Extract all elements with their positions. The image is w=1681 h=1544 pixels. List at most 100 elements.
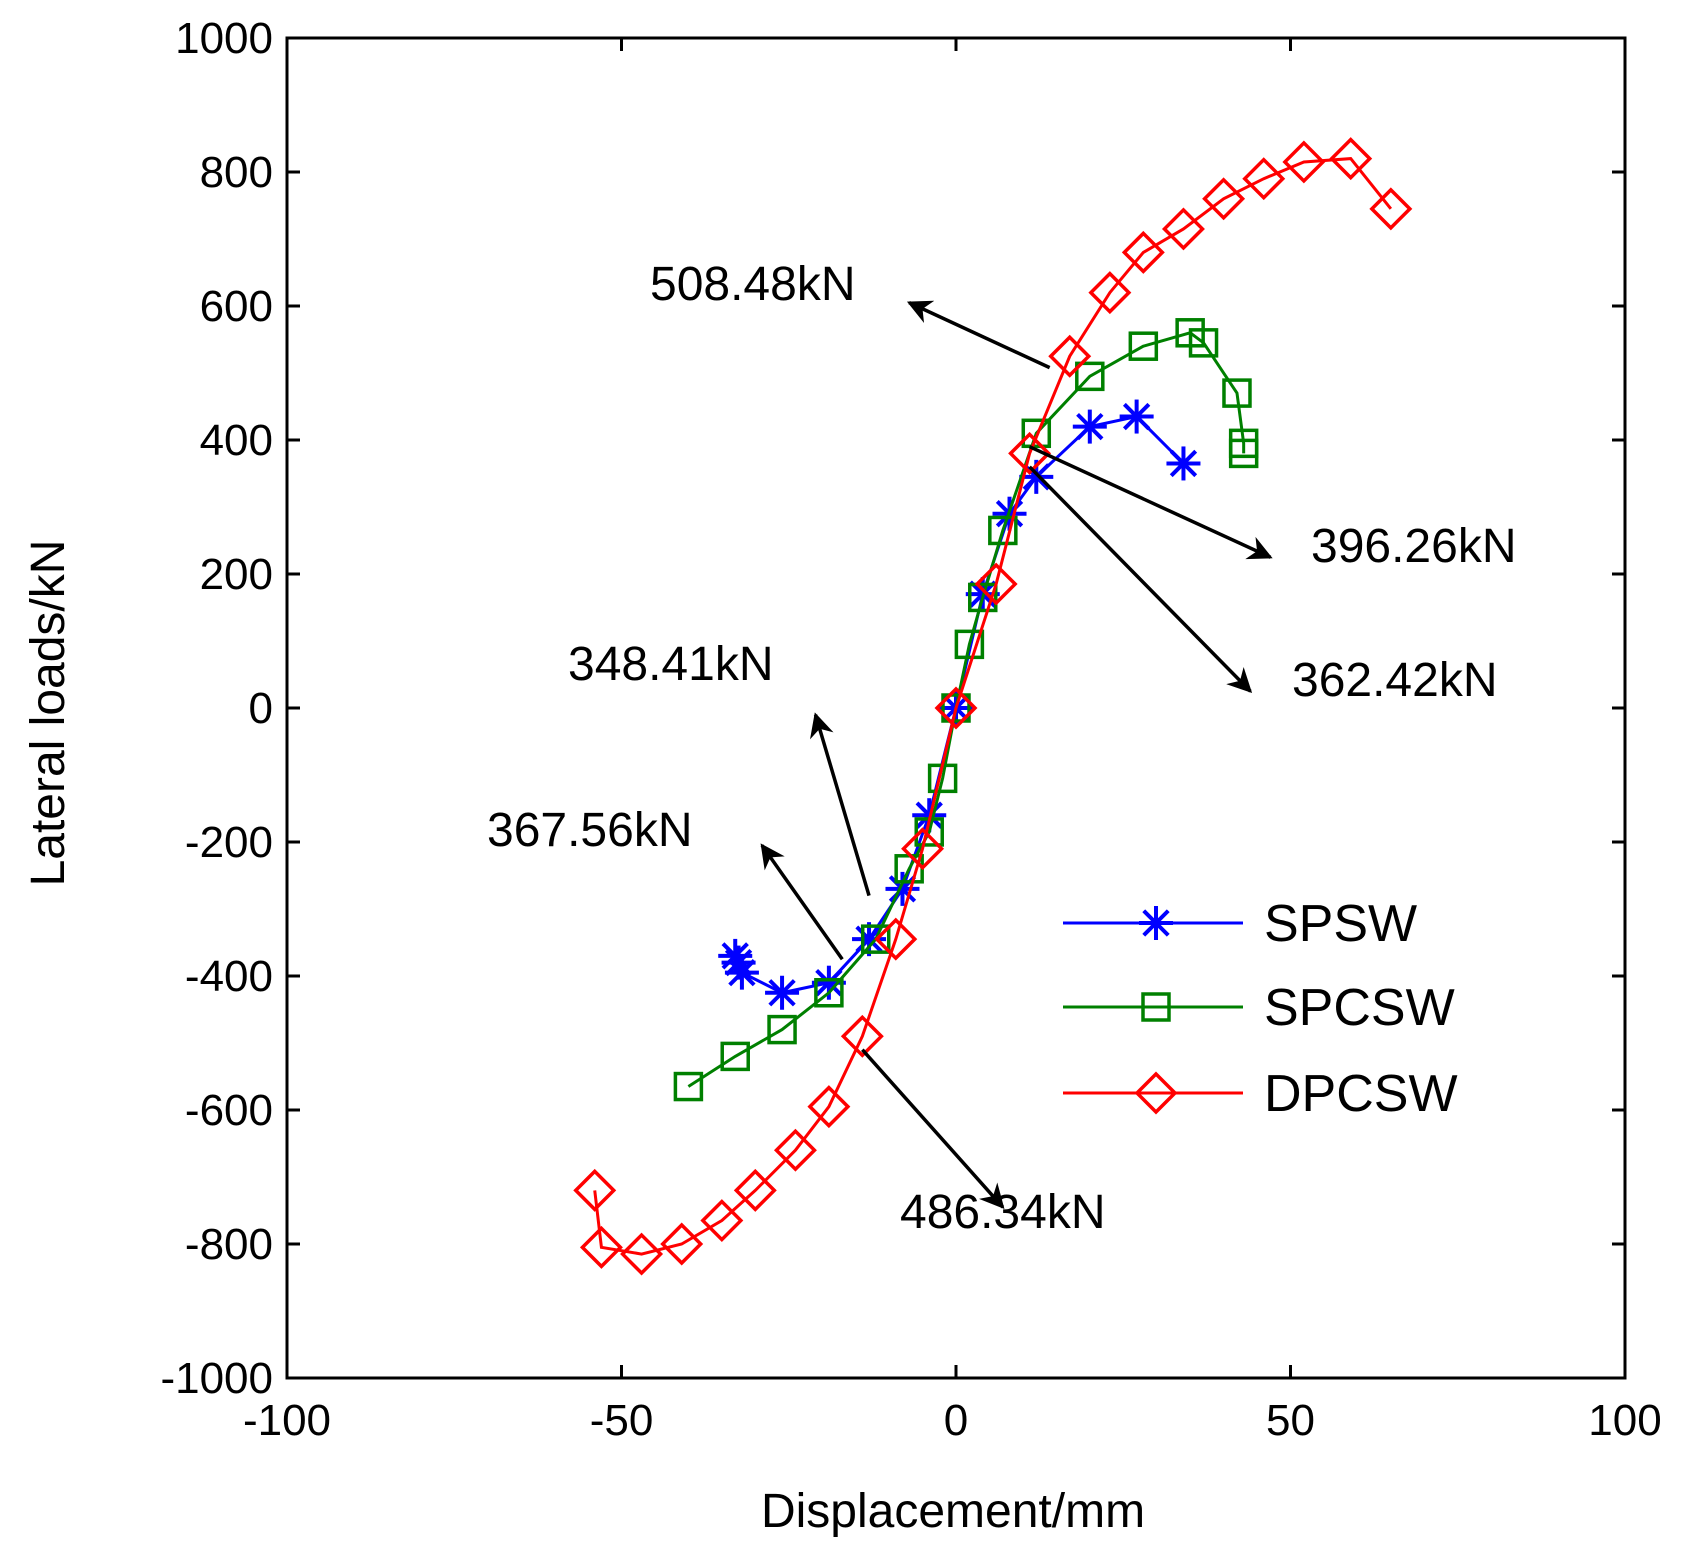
- diamond-marker: [579, 1225, 623, 1269]
- diamond-marker: [660, 1222, 704, 1266]
- series-dpcsw: [573, 137, 1413, 1276]
- asterisk-stroke: [1076, 412, 1104, 441]
- series-layer: [573, 137, 1413, 1276]
- diamond-marker: [620, 1232, 664, 1276]
- y-tick-label: 1000: [175, 14, 273, 63]
- asterisk-marker: [765, 975, 800, 1010]
- annotation-label: 367.56kN: [487, 804, 692, 857]
- y-tick-label: -1000: [160, 1354, 273, 1403]
- square-marker: [814, 978, 844, 1008]
- annotation: [1028, 465, 1253, 693]
- series-line: [687, 331, 1246, 1088]
- diamond-marker: [974, 562, 1018, 606]
- square-marker: [767, 1014, 797, 1045]
- annotation: [861, 1048, 1005, 1209]
- y-tick-label: -200: [185, 818, 273, 867]
- square-marker: [968, 582, 998, 613]
- x-tick-label: -50: [590, 1396, 654, 1445]
- x-tick-label: 50: [1266, 1396, 1315, 1445]
- annotation-arrow: [861, 1048, 1005, 1209]
- y-tick-label: 600: [200, 282, 273, 331]
- y-axis-label: Lateral loads/kN: [22, 540, 75, 887]
- diamond-marker: [1048, 334, 1092, 378]
- square-marker: [954, 629, 985, 660]
- asterisk-stroke: [1022, 463, 1050, 491]
- square-marker: [1222, 378, 1252, 408]
- square-marker: [720, 1041, 750, 1072]
- square-marker: [1228, 438, 1259, 469]
- legend-label: SPCSW: [1264, 979, 1455, 1037]
- square-marker: [1188, 328, 1219, 358]
- square-marker: [673, 1071, 704, 1102]
- asterisk-marker: [1072, 409, 1107, 444]
- asterisk-stroke: [1169, 449, 1198, 478]
- annotation-label: 348.41kN: [568, 638, 773, 691]
- diamond-marker: [934, 686, 978, 730]
- x-tick-label: 100: [1588, 1396, 1661, 1445]
- square-marker: [1021, 418, 1052, 449]
- asterisk-stroke: [728, 958, 756, 987]
- annotation-arrow: [1028, 445, 1273, 560]
- y-tick-label: 0: [249, 684, 273, 733]
- annotation-label: 396.26kN: [1311, 520, 1516, 573]
- annotation: [760, 843, 844, 961]
- y-tick-label: -800: [185, 1220, 273, 1269]
- square-marker: [1128, 331, 1159, 361]
- annotation-arrow: [810, 712, 871, 897]
- annotation: [1028, 445, 1273, 560]
- annotation-arrow: [906, 300, 1051, 370]
- annotation-arrow: [1028, 465, 1253, 693]
- square-marker: [988, 515, 1018, 546]
- annotation-arrow: [760, 843, 844, 961]
- series-spcsw: [673, 318, 1259, 1102]
- annotation: [810, 712, 871, 897]
- asterisk-stroke: [1122, 402, 1151, 431]
- annotation: [906, 300, 1051, 370]
- diamond-marker: [1088, 271, 1132, 315]
- diamond-marker: [1369, 187, 1413, 231]
- legend-label: SPSW: [1264, 895, 1417, 953]
- diamond-marker: [1134, 1071, 1178, 1115]
- annotation-label: 362.42kN: [1292, 654, 1497, 707]
- asterisk-stroke: [768, 979, 796, 1007]
- asterisk-stroke: [1142, 909, 1170, 937]
- y-tick-label: 200: [200, 550, 273, 599]
- diamond-marker: [1202, 177, 1246, 221]
- diamond-marker: [1161, 207, 1205, 251]
- square-marker: [941, 693, 971, 723]
- x-axis-label: Displacement/mm: [761, 1485, 1145, 1538]
- square-marker: [1141, 992, 1171, 1022]
- legend-entry-dpcsw: DPCSW: [1063, 1065, 1458, 1123]
- asterisk-stroke: [815, 969, 843, 997]
- y-tick-label: -400: [185, 952, 273, 1001]
- x-tick-label: -100: [243, 1396, 331, 1445]
- legend-entry-spsw: SPSW: [1063, 895, 1417, 953]
- diamond-marker: [807, 1085, 851, 1129]
- asterisk-marker: [1119, 399, 1154, 434]
- annotation-label: 508.48kN: [650, 258, 855, 311]
- asterisk-marker: [1166, 446, 1201, 481]
- diamond-marker: [1282, 140, 1326, 184]
- diamond-marker: [840, 1014, 884, 1058]
- asterisk-marker: [1139, 906, 1173, 940]
- diamond-marker: [874, 917, 918, 961]
- square-marker: [1075, 361, 1105, 392]
- square-marker: [860, 924, 891, 954]
- diamond-marker: [1242, 157, 1286, 201]
- diamond-marker: [773, 1128, 817, 1172]
- annotation-label: 486.34kN: [900, 1186, 1105, 1239]
- diamond-marker: [1121, 230, 1165, 274]
- y-tick-label: -600: [185, 1086, 273, 1135]
- asterisk-marker: [724, 955, 759, 990]
- diamond-marker: [733, 1168, 777, 1212]
- legend-entry-spcsw: SPCSW: [1063, 979, 1455, 1037]
- legend: SPSW SPCSW DPCSW: [1063, 895, 1458, 1123]
- y-tick-label: 400: [200, 416, 273, 465]
- legend-label: DPCSW: [1264, 1065, 1458, 1123]
- asterisk-stroke: [855, 925, 883, 953]
- diamond-marker: [700, 1199, 744, 1243]
- diamond-marker: [573, 1168, 617, 1212]
- y-tick-label: 800: [200, 148, 273, 197]
- diamond-marker: [1008, 431, 1052, 475]
